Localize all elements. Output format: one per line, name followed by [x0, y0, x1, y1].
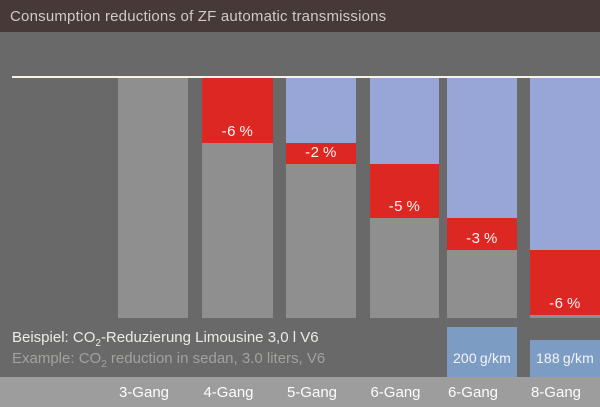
emission-value: 200 g/km	[452, 350, 512, 366]
bar-segment-reduction	[286, 142, 356, 164]
baseline-rule	[12, 76, 600, 78]
annotation-en-pre: Example: CO	[12, 350, 102, 367]
reduction-percent-label: -2 %	[305, 144, 337, 161]
category-label: 4-Gang	[203, 384, 254, 401]
bar-segment-remaining-consumption	[530, 314, 600, 318]
category-label: 5-Gang	[286, 384, 338, 401]
co2-subscript: 2	[101, 359, 107, 370]
category-label: 6-Gang	[447, 384, 499, 401]
title-bar: Consumption reductions of ZF automatic t…	[0, 0, 600, 32]
co2-subscript: 2	[95, 338, 101, 349]
bar-segment-cumulative-reduction	[370, 78, 439, 164]
bar-segment-cumulative-reduction	[286, 78, 356, 143]
reduction-percent-label: -6 %	[549, 294, 581, 312]
annotation-line-de: Beispiel: CO2-Reduzierung Limousine 3,0 …	[12, 329, 325, 349]
bar-segment-reduction	[530, 250, 600, 315]
annotation-de-pre: Beispiel: CO	[12, 329, 96, 346]
reduction-percent-label: -3 %	[466, 230, 498, 247]
bar-segment-remaining-consumption	[202, 142, 273, 318]
bar-segment-remaining-consumption	[118, 78, 188, 318]
emission-value: 188 g/km	[535, 350, 595, 366]
category-label: 3-Gang	[118, 384, 170, 401]
reduction-percent-label: -5 %	[388, 197, 421, 215]
emission-value-box: 188 g/km	[530, 340, 600, 377]
bar-segment-reduction	[447, 217, 517, 250]
bar-segment-cumulative-reduction	[447, 78, 517, 218]
bar-segment-reduction	[370, 164, 439, 218]
bar-segment-remaining-consumption	[370, 217, 439, 318]
annotation-en-post: reduction in sedan, 3.0 liters, V6	[106, 350, 326, 367]
reduction-percent-label: -6 %	[221, 122, 254, 140]
x-axis-strip	[0, 377, 600, 407]
emission-value-box: 200 g/km	[447, 327, 517, 377]
category-label: 6-Gang	[370, 384, 421, 401]
bar-segment-remaining-consumption	[286, 164, 356, 318]
chart-title: Consumption reductions of ZF automatic t…	[10, 7, 387, 25]
annotation-line-en: Example: CO2 reduction in sedan, 3.0 lit…	[12, 350, 326, 370]
bar-segment-reduction	[202, 78, 273, 143]
annotation-de-post: -Reduzierung Limousine 3,0 l V6	[100, 329, 319, 346]
bar-segment-remaining-consumption	[447, 250, 517, 318]
category-label: 8-Gang	[530, 384, 582, 401]
bar-segment-cumulative-reduction	[530, 78, 600, 250]
example-annotation: Beispiel: CO2-Reduzierung Limousine 3,0 …	[12, 329, 326, 370]
